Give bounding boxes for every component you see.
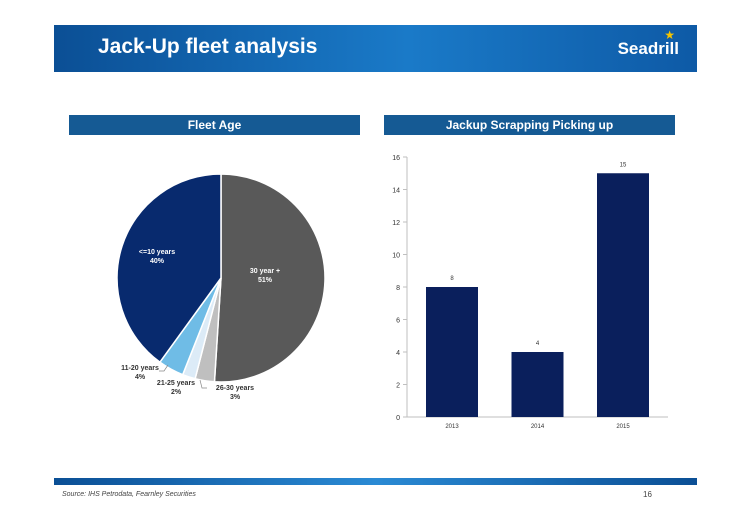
- x-tick-label: 2015: [616, 424, 630, 430]
- leader-line-11-20: [159, 364, 169, 372]
- pie-value-label-4: 40%: [150, 258, 165, 265]
- star-icon: ★: [664, 28, 675, 42]
- pie-chart-title: Fleet Age: [69, 115, 360, 135]
- y-tick-label: 14: [392, 188, 400, 195]
- header-banner: Jack-Up fleet analysis Seadrill ★: [54, 25, 697, 72]
- bar-data-label: 8: [450, 276, 454, 282]
- y-tick-label: 2: [396, 383, 400, 390]
- y-tick-label: 6: [396, 318, 400, 325]
- y-tick-label: 12: [392, 220, 400, 227]
- pie-value-label-2: 2%: [171, 389, 182, 396]
- y-tick-label: 10: [392, 253, 400, 260]
- x-tick-label: 2013: [445, 424, 459, 430]
- pie-value-label-0: 51%: [258, 277, 273, 284]
- y-tick-label: 4: [396, 350, 400, 357]
- bar-2014: [511, 352, 564, 417]
- y-tick-label: 8: [396, 285, 400, 292]
- pie-value-label-1: 3%: [230, 394, 241, 401]
- seadrill-logo: Seadrill: [617, 39, 679, 58]
- pie-label-3: 11-20 years: [121, 365, 159, 372]
- page-title: Jack-Up fleet analysis: [98, 35, 318, 58]
- pie-slice-4: [116, 173, 222, 364]
- bar-data-label: 15: [620, 162, 627, 168]
- y-tick-label: 0: [396, 415, 400, 422]
- source-note: Source: IHS Petrodata, Fearnley Securiti…: [62, 491, 196, 498]
- bar-2015: [597, 173, 649, 417]
- bar-2013: [426, 287, 478, 417]
- pie-label-2: 21-25 years: [157, 380, 195, 387]
- leader-line-26-30: [199, 379, 207, 389]
- pie-value-label-3: 4%: [135, 374, 146, 381]
- footer-bar: [54, 478, 697, 485]
- pie-label-0: 30 year +: [250, 268, 280, 275]
- x-tick-label: 2014: [531, 424, 545, 430]
- bar-chart-title: Jackup Scrapping Picking up: [384, 115, 675, 135]
- pie-label-1: 26-30 years: [216, 385, 254, 392]
- bar-data-label: 4: [536, 341, 540, 347]
- y-tick-label: 16: [392, 155, 400, 162]
- pie-label-4: <=10 years: [139, 249, 175, 256]
- pie-slice-0: [213, 173, 326, 383]
- page-number: 16: [643, 490, 652, 499]
